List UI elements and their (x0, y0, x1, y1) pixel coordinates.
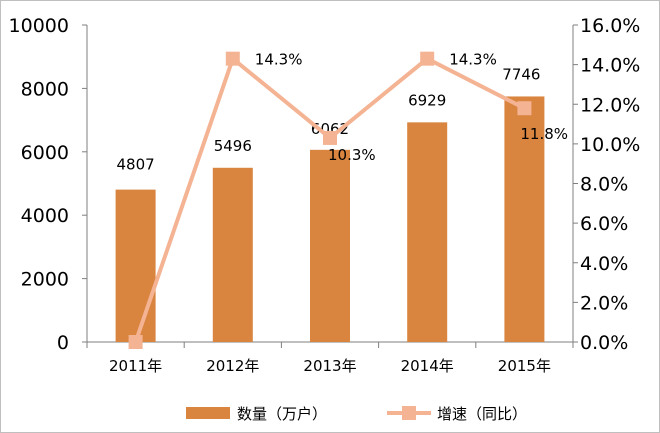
x-tick-label: 2015年 (498, 357, 551, 375)
legend-label: 数量（万户） (237, 405, 327, 423)
x-tick-label: 2012年 (206, 357, 259, 375)
y-tick-label-left: 2000 (21, 269, 69, 291)
bar (407, 122, 448, 342)
y-tick-label-right: 4.0% (580, 253, 628, 275)
y-tick-label-right: 2.0% (580, 292, 628, 314)
y-tick-label-right: 16.0% (580, 15, 640, 37)
bar (504, 96, 545, 342)
y-tick-label-left: 10000 (9, 15, 69, 37)
legend-label: 增速（同比） (437, 405, 527, 423)
line-data-label: 14.3% (449, 51, 497, 69)
bar (310, 149, 350, 342)
y-tick-label-right: 8.0% (580, 174, 628, 196)
y-tick-label-right: 10.0% (580, 134, 640, 156)
line-marker (420, 51, 435, 66)
line-marker (225, 51, 240, 66)
y-tick-label-left: 8000 (21, 78, 69, 100)
y-tick-label-right: 6.0% (580, 213, 628, 235)
line-data-label: 10.3% (328, 146, 376, 164)
bar-data-label: 4807 (117, 156, 155, 174)
legend-swatch-marker (402, 406, 416, 420)
legend-swatch-bar (186, 407, 230, 419)
y-tick-label-left: 4000 (21, 205, 69, 227)
line-marker (323, 130, 337, 145)
x-tick-label: 2014年 (401, 357, 454, 375)
y-tick-label-right: 0.0% (580, 332, 628, 354)
y-tick-label-right: 12.0% (580, 94, 640, 116)
bar-data-label: 5496 (214, 137, 252, 155)
y-tick-label-right: 14.0% (580, 55, 640, 77)
line-data-label: 11.8% (520, 125, 568, 143)
x-tick-label: 2011年 (109, 357, 162, 375)
bar-data-label: 6929 (408, 91, 446, 109)
line-marker (128, 335, 143, 349)
x-tick-label: 2013年 (303, 357, 356, 375)
bar-data-label: 7746 (502, 65, 540, 83)
bar (212, 167, 253, 342)
bar (115, 189, 156, 342)
line-data-label: 14.3% (255, 51, 303, 69)
bar-data-label: 6062 (311, 120, 349, 138)
y-tick-label-left: 6000 (21, 142, 69, 164)
line-marker (517, 101, 532, 116)
y-tick-label-left: 0 (57, 332, 69, 354)
